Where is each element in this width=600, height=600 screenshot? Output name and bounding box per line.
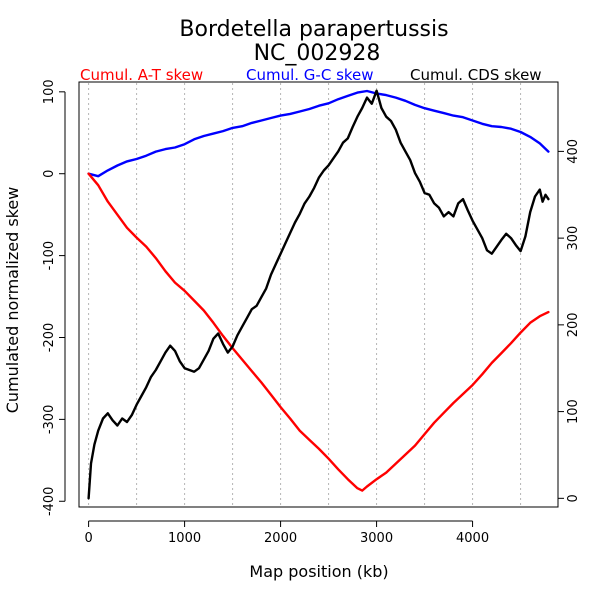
y-tick-label: -300 [42, 405, 57, 435]
legend-entry-1: Cumul. G-C skew [246, 66, 374, 84]
x-tick-label: 0 [84, 531, 92, 546]
x-tick-label: 3000 [360, 531, 393, 546]
series-line-2 [87, 89, 550, 500]
y-tick-label: -100 [42, 241, 57, 271]
y-tick-label: 100 [42, 79, 57, 104]
y-tick-label: 0 [42, 170, 57, 178]
x-tick-label: 2000 [264, 531, 297, 546]
y-tick-label: -400 [42, 487, 57, 517]
chart-title: Bordetella parapertussis [179, 17, 448, 42]
grid [88, 83, 522, 506]
legend-entry-0: Cumul. A-T skew [80, 66, 203, 84]
legend-entry-2: Cumul. CDS skew [410, 66, 542, 84]
y-tick-label: -200 [42, 323, 57, 353]
y-axis-label: Cumulated normalized skew [3, 187, 22, 414]
series-line-0 [87, 172, 550, 492]
y-axis-right: 0 100 200 300 400 [557, 139, 581, 502]
y2-tick-label: 200 [566, 312, 581, 337]
x-axis: 0 1000 2000 3000 4000 [84, 520, 489, 546]
y2-tick-label: 0 [566, 494, 581, 502]
x-tick-label: 4000 [456, 531, 489, 546]
legend: Cumul. A-T skew Cumul. G-C skew Cumul. CDS… [80, 66, 542, 84]
x-tick-label: 1000 [168, 531, 201, 546]
y2-tick-label: 300 [566, 226, 581, 251]
plot-frame [78, 81, 559, 508]
y2-tick-label: 100 [566, 399, 581, 424]
y-axis-left: 100 0 -100 -200 -300 -400 [42, 79, 66, 517]
series-line-1 [87, 89, 550, 178]
x-axis-label: Map position (kb) [249, 562, 388, 581]
y2-tick-label: 400 [566, 139, 581, 164]
chart-subtitle: NC_002928 [254, 41, 381, 66]
series-group [87, 89, 550, 500]
